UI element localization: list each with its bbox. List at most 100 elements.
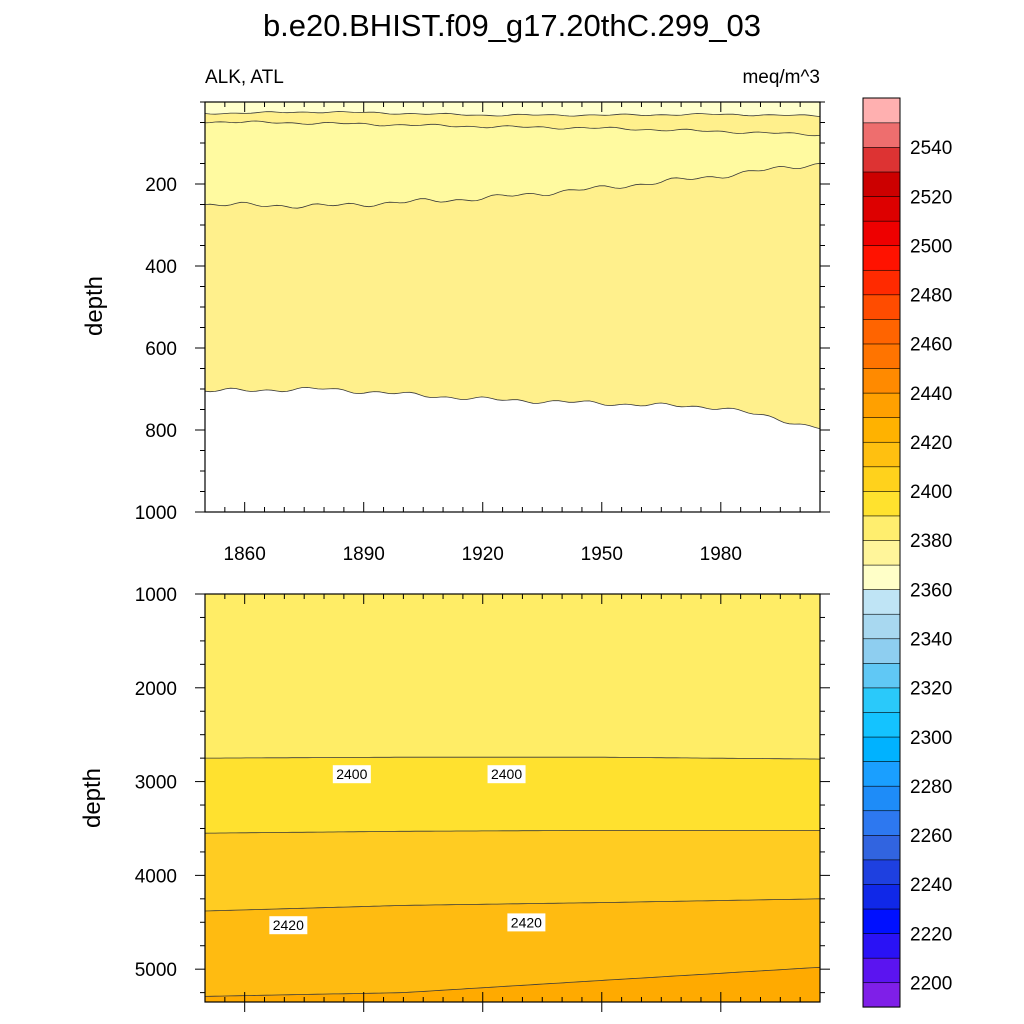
contour-line	[204, 898, 821, 912]
contour-band	[205, 102, 820, 117]
colorbar-swatch	[862, 441, 901, 468]
colorbar: 2540 2520 2500 2480 2460 2440 2420 2400 2380 2360…	[862, 97, 952, 1008]
contour-line	[205, 756, 821, 760]
colorbar-swatch	[862, 982, 901, 1008]
colorbar-tick-label: 2520	[910, 187, 952, 208]
colorbar-tick-label: 2360	[910, 580, 952, 601]
y-tick-label: 1000	[135, 585, 177, 606]
y-tick-label: 400	[145, 257, 177, 278]
colorbar-tick-label: 2260	[910, 826, 952, 847]
x-tick-label: 1980	[700, 544, 742, 565]
lower-y-axis-label: depth	[79, 768, 106, 828]
colorbar-swatch	[862, 171, 901, 197]
contour-label-box	[269, 916, 308, 935]
colorbar-swatch	[862, 343, 901, 369]
colorbar-tick-label: 2340	[910, 630, 952, 651]
contour-label: 2400	[336, 766, 367, 782]
contour-band	[205, 830, 820, 911]
colorbar-tick-label: 2540	[910, 138, 952, 159]
colorbar-swatch	[862, 932, 901, 959]
colorbar-swatch	[862, 392, 901, 418]
colorbar-swatch	[862, 97, 901, 124]
colorbar-tick-label: 2460	[910, 335, 952, 356]
colorbar-swatch	[862, 687, 901, 713]
contour-label-box	[487, 765, 526, 784]
colorbar-swatch	[862, 490, 901, 517]
colorbar-tick-label: 2320	[910, 679, 952, 700]
x-tick-label: 1950	[581, 544, 623, 565]
contour-label: 2400	[491, 766, 522, 782]
colorbar-swatch	[862, 318, 901, 345]
contour-band	[205, 163, 820, 429]
units-label: meq/m^3	[742, 67, 820, 88]
y-tick-label: 4000	[135, 866, 177, 887]
y-tick-label: 800	[145, 421, 177, 442]
x-tick-label: 1920	[462, 544, 504, 565]
contour-band	[205, 121, 820, 209]
contour-line	[204, 120, 821, 137]
x-tick-label: 1860	[224, 544, 266, 565]
y-tick-label: 200	[145, 175, 177, 196]
colorbar-swatch	[862, 515, 901, 541]
colorbar-swatch	[862, 834, 901, 861]
contour-band	[205, 111, 820, 136]
contour-line	[204, 830, 820, 834]
contour-band	[205, 594, 820, 760]
colorbar-swatch	[862, 736, 901, 762]
upper-y-axis-label: depth	[81, 276, 108, 336]
y-tick-label: 5000	[135, 960, 177, 981]
colorbar-swatch	[862, 589, 901, 615]
y-tick-label: 2000	[135, 679, 177, 700]
colorbar-swatch	[862, 638, 901, 664]
y-tick-label: 600	[145, 339, 177, 360]
lower-panel: 2400 2400 2420 2420 1000 2000 3000 4000 5000	[135, 585, 830, 1012]
colorbar-swatch	[862, 613, 901, 640]
y-tick-label: 3000	[135, 773, 177, 794]
colorbar-tick-label: 2420	[910, 433, 952, 454]
colorbar-swatch	[862, 785, 901, 812]
colorbar-swatch	[862, 417, 901, 443]
y-tick-label: 1000	[135, 503, 177, 524]
colorbar-swatch	[862, 908, 901, 934]
colorbar-swatch	[862, 122, 901, 148]
colorbar-tick-label: 2400	[910, 482, 952, 503]
colorbar-tick-label: 2220	[910, 924, 952, 945]
plot-frame	[204, 593, 821, 1003]
variable-label: ALK, ATL	[205, 67, 284, 88]
colorbar-tick-label: 2280	[910, 777, 952, 798]
contour-line	[204, 162, 821, 209]
colorbar-tick-label: 2200	[910, 973, 952, 994]
colorbar-swatch	[862, 539, 901, 566]
contour-label: 2420	[511, 914, 542, 930]
colorbar-swatch	[862, 957, 901, 984]
colorbar-swatch	[862, 711, 901, 738]
colorbar-swatch	[862, 195, 901, 222]
colorbar-swatch	[862, 564, 901, 590]
colorbar-swatch	[862, 245, 901, 271]
x-tick-label: 1890	[343, 544, 385, 565]
colorbar-swatch	[862, 269, 901, 296]
figure-title: b.e20.BHIST.f09_g17.20thC.299_03	[263, 8, 761, 43]
colorbar-swatch	[862, 662, 901, 689]
colorbar-swatch	[862, 294, 901, 320]
contour-line	[204, 111, 821, 117]
contour-band	[205, 967, 820, 1002]
colorbar-swatch	[862, 810, 901, 836]
colorbar-swatch	[862, 761, 901, 787]
contour-line	[204, 966, 821, 997]
colorbar-tick-label: 2240	[910, 875, 952, 896]
colorbar-tick-label: 2380	[910, 531, 952, 552]
colorbar-swatch	[862, 146, 901, 173]
contour-line	[204, 386, 821, 430]
colorbar-swatch	[862, 883, 901, 910]
colorbar-tick-label: 2300	[910, 728, 952, 749]
contour-label-box	[332, 765, 371, 784]
contour-label-box	[507, 913, 546, 932]
colorbar-swatch	[862, 466, 901, 492]
colorbar-frame	[862, 97, 901, 1008]
contour-label: 2420	[273, 917, 304, 933]
colorbar-tick-label: 2440	[910, 384, 952, 405]
colorbar-tick-label: 2480	[910, 286, 952, 307]
contour-band	[205, 898, 820, 997]
